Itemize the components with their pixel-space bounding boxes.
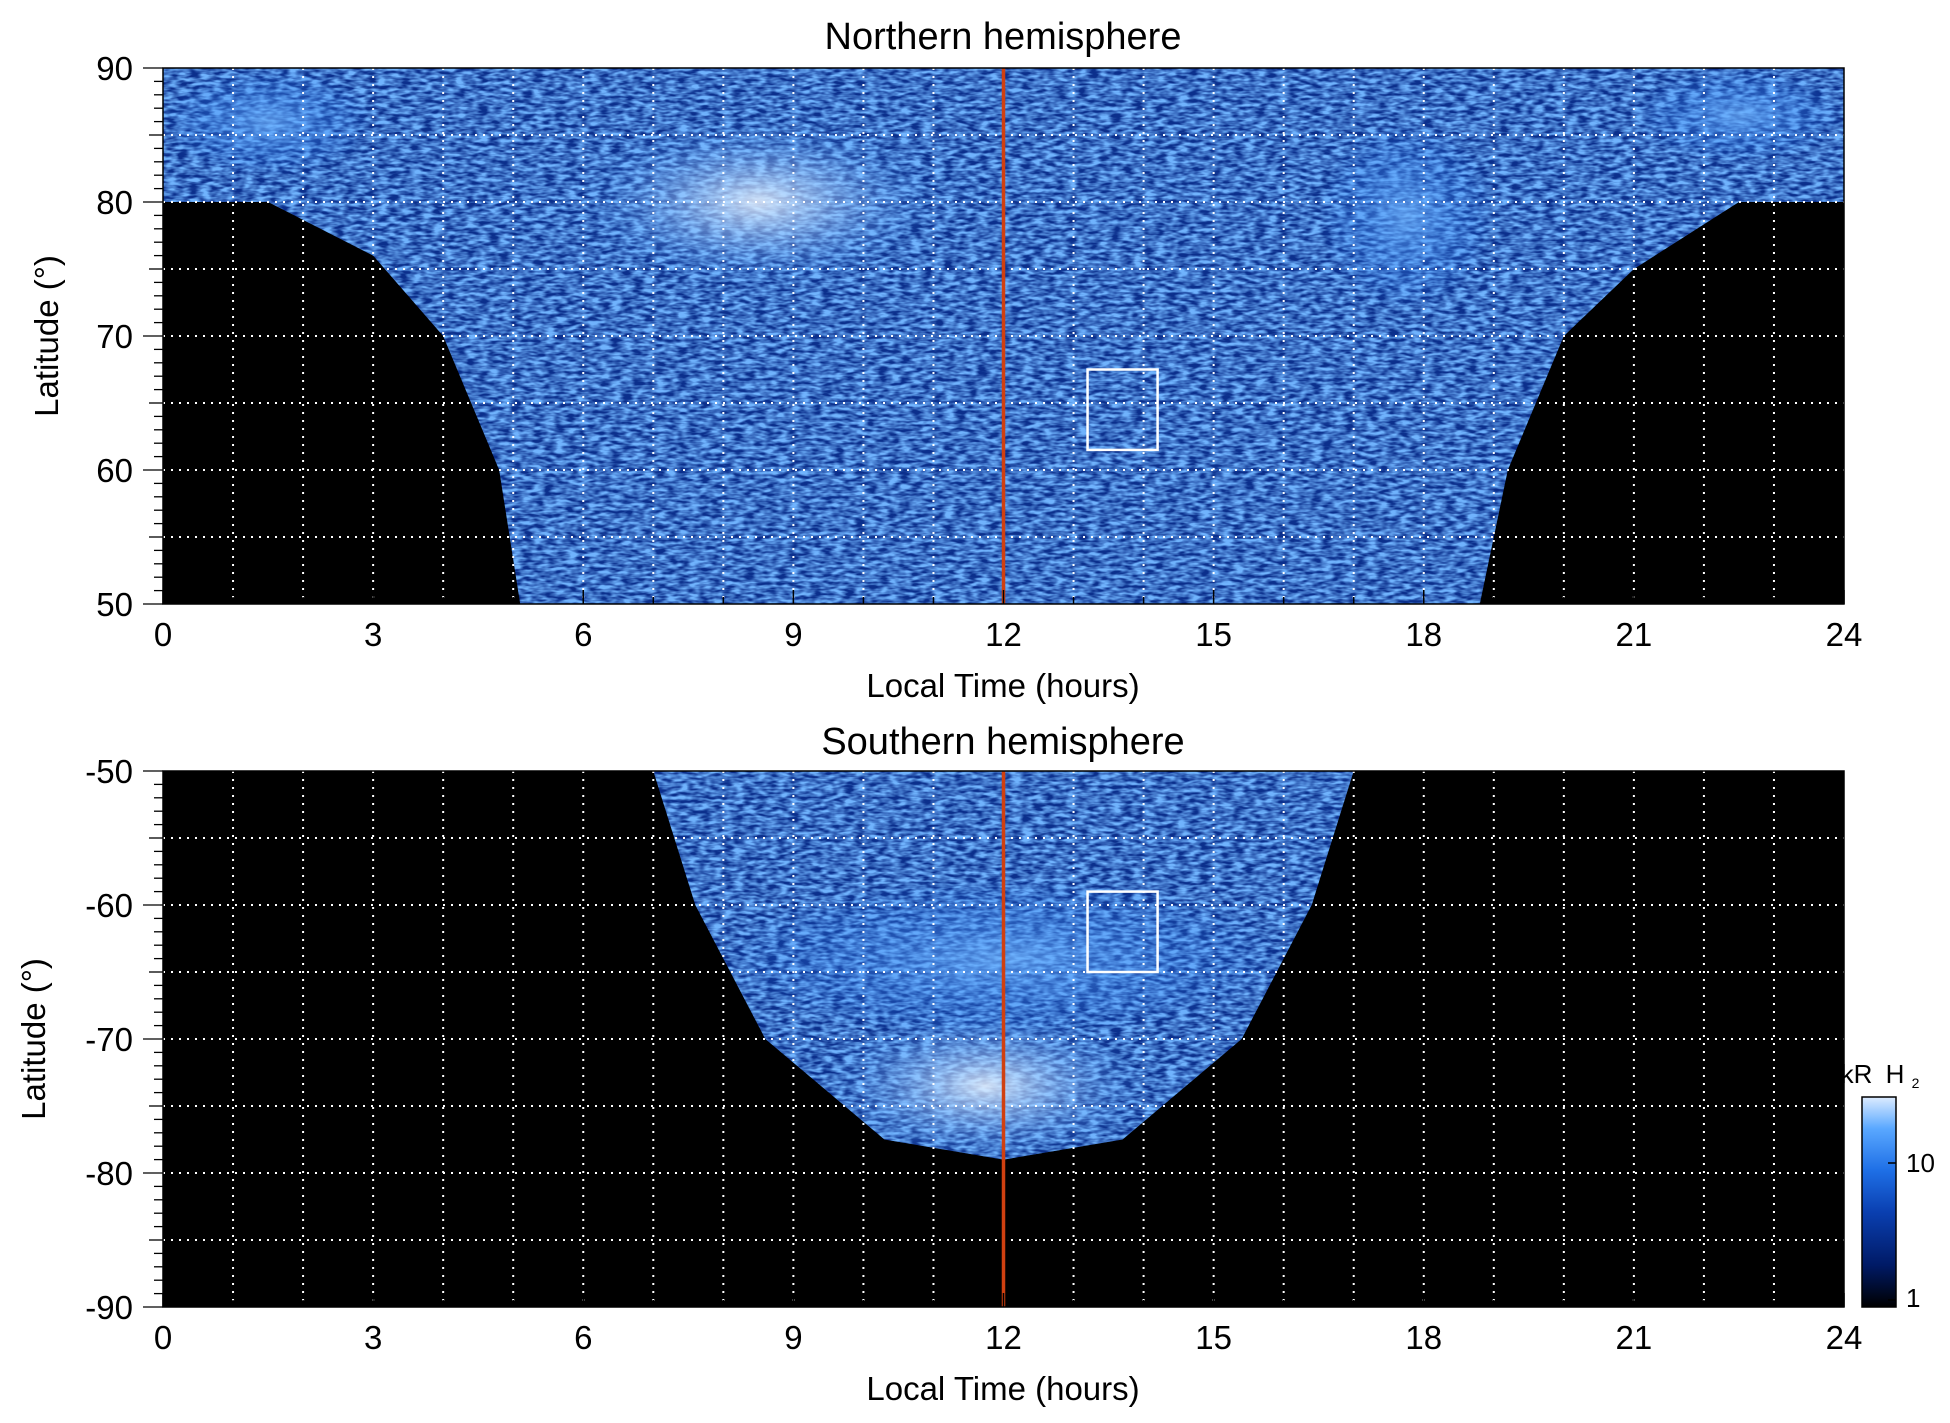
y-tick-label: 80: [96, 184, 133, 221]
x-axis-label: Local Time (hours): [866, 1370, 1139, 1407]
bright-region: [1318, 121, 1494, 310]
x-tick-label: 12: [985, 1319, 1022, 1356]
colorbar-label: kR H 2: [1841, 1059, 1920, 1091]
bright-region: [1633, 68, 1844, 162]
y-tick-label: -50: [85, 753, 133, 790]
colorbar-unit: kR: [1841, 1059, 1873, 1089]
overlay-marks: [1001, 68, 1159, 604]
y-tick-label: -80: [85, 1155, 133, 1192]
x-tick-label: 3: [364, 616, 382, 653]
colorbar-gradient: [1861, 1096, 1897, 1308]
bright-region: [583, 121, 934, 283]
gridlines: [163, 771, 1844, 1307]
bright-region: [163, 68, 374, 176]
colorbar-tick-label: 1: [1906, 1283, 1920, 1313]
chart-title: Northern hemisphere: [825, 16, 1182, 58]
x-tick-label: 6: [574, 616, 592, 653]
y-axis-label: Latitude (°): [28, 255, 65, 417]
y-tick-label: -70: [85, 1021, 133, 1058]
x-tick-label: 18: [1405, 1319, 1442, 1356]
x-tick-label: 24: [1826, 616, 1863, 653]
x-tick-label: 9: [784, 616, 802, 653]
x-tick-label: 9: [784, 1319, 802, 1356]
x-tick-label: 12: [985, 616, 1022, 653]
y-tick-label: 60: [96, 452, 133, 489]
colorbar-species: H: [1886, 1059, 1905, 1089]
x-tick-label: 0: [154, 1319, 172, 1356]
colorbar-tick-label: 10: [1906, 1148, 1935, 1178]
x-axis-label: Local Time (hours): [866, 667, 1139, 704]
x-tick-label: 15: [1195, 1319, 1232, 1356]
x-tick-label: 15: [1195, 616, 1232, 653]
x-tick-label: 0: [154, 616, 172, 653]
x-tick-label: 21: [1616, 616, 1653, 653]
selection-box: [1086, 890, 1159, 974]
axes: 0 3 6 9 12 15 18 21 24 -50 -60 -70 -80 -90: [85, 753, 1862, 1356]
y-tick-label: 90: [96, 50, 133, 87]
y-axis-label: Latitude (°): [15, 958, 52, 1120]
x-tick-label: 6: [574, 1319, 592, 1356]
y-tick-label: 50: [96, 586, 133, 623]
x-tick-label: 3: [364, 1319, 382, 1356]
y-tick-label: -60: [85, 887, 133, 924]
x-tick-label: 18: [1405, 616, 1442, 653]
bright-regions: [163, 68, 1844, 310]
axes: 0 3 6 9 12 15 18 21 24 90 80 70 60 50: [96, 50, 1862, 653]
overlay-marks: [1001, 771, 1159, 1307]
selection-box: [1086, 368, 1159, 452]
bright-region: [828, 1012, 1144, 1160]
panel-southern-hemisphere: 0 3 6 9 12 15 18 21 24 -50 -60 -70 -80 -90 Southern h…: [15, 721, 1862, 1407]
colorbar: kR H 2 10 1: [1841, 1059, 1935, 1313]
x-tick-label: 24: [1826, 1319, 1863, 1356]
panel-northern-hemisphere: 0 3 6 9 12 15 18 21 24 90 80 70 60 50 Northern hemisp…: [28, 16, 1862, 704]
x-tick-label: 21: [1616, 1319, 1653, 1356]
chart-title: Southern hemisphere: [821, 721, 1184, 763]
y-tick-label: -90: [85, 1289, 133, 1326]
colorbar-species-subscript: 2: [1912, 1075, 1920, 1091]
y-tick-label: 70: [96, 318, 133, 355]
